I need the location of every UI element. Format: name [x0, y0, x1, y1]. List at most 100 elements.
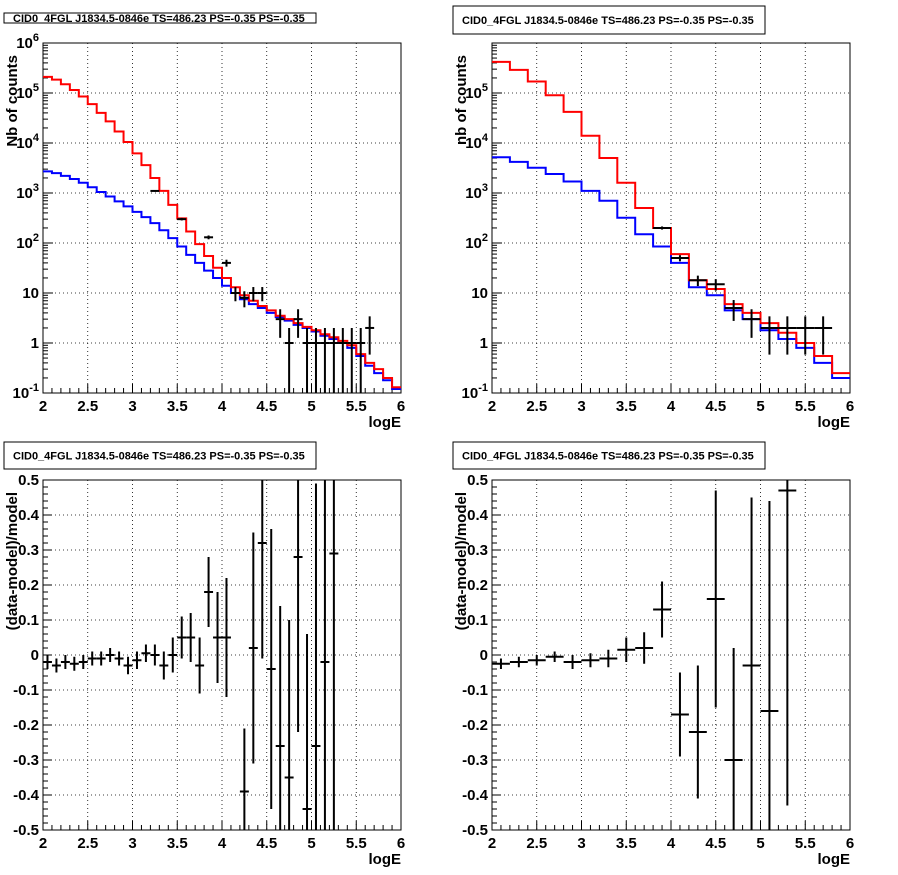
x-tick-label: 3 [128, 398, 136, 415]
plot-data [43, 480, 339, 830]
residual-point [69, 656, 79, 671]
residual-point [635, 632, 654, 664]
x-tick-label: 6 [846, 835, 854, 852]
y-tick-label: 104 [465, 132, 489, 152]
residual-point [123, 656, 133, 675]
y-tick-label: 0.5 [18, 472, 39, 489]
y-tick-label: 0.3 [467, 542, 488, 559]
residual-point [599, 649, 618, 668]
y-tick-label: 0 [31, 647, 39, 664]
x-tick-label: 5.5 [346, 398, 367, 415]
title-box [452, 441, 766, 470]
title-box [3, 441, 317, 470]
x-tick-label: 2.5 [77, 398, 98, 415]
data-point [796, 316, 815, 355]
data-point [320, 327, 330, 393]
y-axis-title: (data-model)/model [4, 492, 21, 630]
data-point [671, 255, 689, 262]
data-point [742, 309, 761, 338]
x-tick-label: 3 [128, 835, 136, 852]
y-tick-label: 102 [465, 232, 488, 252]
residual-point [114, 651, 124, 666]
chart-panel-1: CID0_4FGL J1834.5-0846e TS=486.23 PS=-0.… [3, 12, 405, 431]
residual-point [671, 672, 689, 757]
x-tick-label: 4 [218, 835, 227, 852]
data-point [706, 279, 725, 291]
residual-point [239, 728, 249, 830]
y-tick-label: 10 [22, 285, 39, 302]
residual-point [329, 480, 339, 830]
y-tick-label: -0.3 [13, 752, 39, 769]
residual-point [87, 651, 97, 666]
residual-point [248, 532, 258, 764]
title-box [3, 12, 317, 24]
data-point [293, 309, 303, 338]
plot-data [492, 480, 797, 830]
data-point [230, 287, 240, 302]
y-tick-label: -0.2 [462, 717, 488, 734]
data-point [150, 189, 160, 192]
y-axis-title: (data-model)/model [453, 492, 470, 630]
residual-point [293, 480, 303, 732]
data-point [222, 259, 231, 267]
residual-point [688, 665, 707, 799]
data-point [365, 316, 375, 355]
y-axis-title: nb of counts [453, 55, 470, 145]
residual-point [527, 655, 546, 666]
residual-point [545, 651, 564, 662]
residual-point [563, 655, 582, 669]
data-point [177, 217, 187, 221]
x-tick-label: 3 [577, 835, 585, 852]
x-tick-label: 5.5 [795, 398, 816, 415]
title-box [452, 5, 766, 35]
y-tick-label: -0.3 [462, 752, 488, 769]
residual-point [742, 497, 761, 830]
data-point [302, 327, 312, 393]
residual-point [159, 651, 169, 680]
y-tick-label: 0.1 [467, 612, 488, 629]
data-point [356, 327, 366, 393]
residual-point [275, 606, 285, 830]
residual-point [778, 480, 797, 806]
x-tick-label: 4 [667, 835, 676, 852]
residual-point [724, 648, 743, 830]
y-tick-label: 0.2 [467, 577, 488, 594]
chart-panel-2: CID0_4FGL J1834.5-0846e TS=486.23 PS=-0.… [452, 5, 854, 431]
x-tick-label: 2 [39, 398, 47, 415]
y-tick-label: -0.5 [462, 822, 488, 839]
x-axis-title: logE [818, 414, 851, 431]
residual-point [177, 616, 187, 659]
data-point [338, 327, 348, 393]
chart-title: CID0_4FGL J1834.5-0846e TS=486.23 PS=-0.… [462, 451, 754, 463]
residual-point [284, 620, 294, 830]
residual-point [96, 651, 106, 666]
data-point [284, 327, 294, 393]
chart-panel-4: CID0_4FGL J1834.5-0846e TS=486.23 PS=-0.… [452, 441, 854, 868]
residual-point [311, 483, 321, 830]
x-axis-title: logE [818, 851, 851, 868]
x-tick-label: 3.5 [616, 398, 637, 415]
y-tick-label: 0.5 [467, 472, 488, 489]
residual-point [150, 644, 160, 666]
y-axis-title: Nb of counts [4, 55, 21, 147]
data-point [204, 235, 214, 240]
x-tick-label: 4.5 [256, 398, 277, 415]
residual-point [168, 637, 178, 673]
y-tick-label: 0.2 [18, 577, 39, 594]
residual-point [653, 581, 671, 638]
x-tick-label: 2.5 [526, 835, 547, 852]
y-tick-label: 0.1 [18, 612, 39, 629]
data-point [311, 327, 321, 393]
x-tick-label: 4.5 [705, 835, 726, 852]
x-tick-label: 5 [756, 398, 764, 415]
residual-point [105, 648, 115, 662]
data-point [760, 316, 779, 355]
y-tick-label: 102 [16, 232, 39, 252]
x-tick-label: 5 [756, 835, 764, 852]
series-model-component [43, 170, 401, 391]
chart-panel-3: CID0_4FGL J1834.5-0846e TS=486.23 PS=-0.… [3, 441, 405, 868]
series-model-total [492, 60, 850, 375]
x-tick-label: 2 [39, 835, 47, 852]
x-tick-label: 5 [307, 835, 315, 852]
